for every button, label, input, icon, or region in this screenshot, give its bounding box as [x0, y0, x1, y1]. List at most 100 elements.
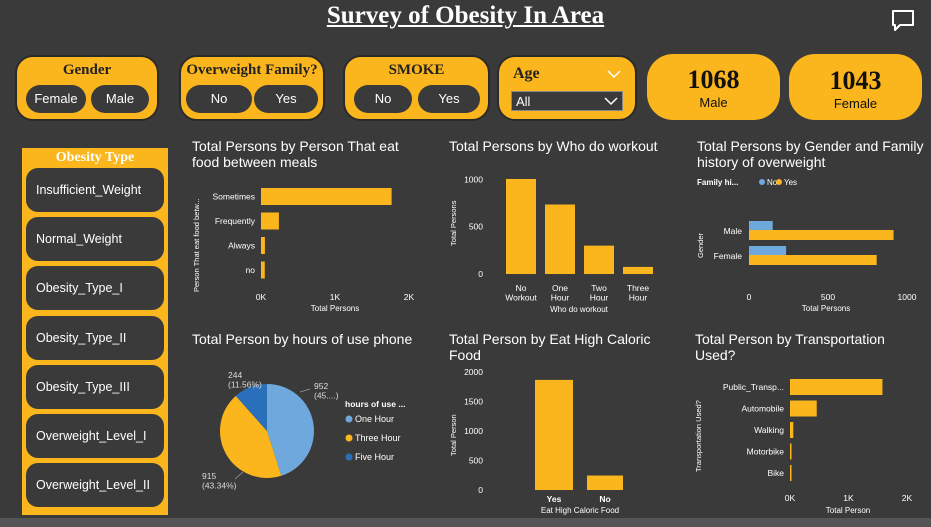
leader-line: [299, 388, 311, 393]
obesity-type-item[interactable]: Obesity_Type_III: [26, 365, 164, 409]
category-label: Three: [627, 283, 649, 293]
chart-title-line: food between meals: [192, 154, 318, 170]
category-label: Workout: [505, 293, 537, 303]
chart-title-line: history of overweight: [697, 154, 826, 170]
bar-eat-between: [261, 261, 265, 279]
y-tick-label: 500: [469, 222, 483, 232]
obesity-type-item[interactable]: Obesity_Type_I: [26, 266, 164, 310]
category-label: Hour: [551, 293, 570, 303]
legend-label: One Hour: [355, 414, 394, 424]
data-label: (43.34%): [202, 481, 237, 491]
category-label: Always: [228, 241, 255, 251]
category-label: Automobile: [741, 404, 784, 414]
bar-workout: [506, 178, 536, 274]
bottom-scrollbar[interactable]: [0, 518, 931, 527]
bar-transport: [790, 379, 883, 395]
x-axis-title: Total Person: [826, 506, 870, 515]
category-label: Female: [714, 251, 743, 261]
gender-male-button[interactable]: Male: [91, 85, 149, 113]
legend-swatch: [759, 179, 765, 185]
category-label: One: [552, 283, 568, 293]
bar-eat-between: [261, 212, 279, 230]
x-tick-label: 1K: [330, 292, 341, 302]
bar-transport: [790, 465, 792, 481]
bar-gender-no: [749, 221, 773, 230]
comment-icon[interactable]: [890, 7, 916, 33]
chart-title-line: Total Persons by Gender and Family: [697, 138, 924, 154]
data-label: 952: [314, 381, 328, 391]
chart-title-transport: Total Person by Transportation Used?: [695, 331, 927, 363]
y-tick-label: 500: [469, 456, 483, 466]
legend-label: Five Hour: [355, 452, 394, 462]
y-axis-title: Gender: [696, 232, 705, 258]
obesity-type-item[interactable]: Obesity_Type_II: [26, 316, 164, 360]
x-tick-label: 500: [821, 292, 835, 302]
bar-eat-between: [261, 237, 265, 254]
obesity-type-item[interactable]: Overweight_Level_II: [26, 463, 164, 507]
chart-title-line: Total Person by Transportation: [695, 331, 885, 347]
category-label: No: [599, 494, 610, 504]
x-tick-label: 1000: [898, 292, 917, 302]
gender-filter-title: Gender: [62, 62, 112, 78]
obesity-type-title: Obesity Type: [55, 150, 135, 165]
page-title: Survey of Obesity In Area: [326, 2, 605, 29]
smoke-filter-title: SMOKE: [388, 62, 445, 78]
y-tick-label: 0: [478, 269, 483, 279]
x-tick-label: 2K: [404, 292, 415, 302]
kpi-male-label: Male: [699, 95, 728, 110]
gender-female-button[interactable]: Female: [26, 85, 86, 113]
category-label: Yes: [547, 494, 562, 504]
data-label: (45....): [314, 391, 339, 401]
y-tick-label: 1000: [464, 426, 483, 436]
overweight-family-yes-button[interactable]: Yes: [254, 85, 318, 113]
smoke-no-button[interactable]: No: [354, 85, 412, 113]
y-axis-title: Total Persons: [449, 200, 458, 246]
chart-title-line: Total Person by Eat High Caloric: [449, 331, 651, 347]
pie-slice: [220, 395, 282, 478]
y-tick-label: 0: [478, 485, 483, 495]
kpi-female-value: 1043: [829, 66, 882, 95]
gender-filter: Gender Female Male: [15, 55, 159, 121]
smoke-yes-button[interactable]: Yes: [418, 85, 480, 113]
category-label: Hour: [629, 293, 648, 303]
x-tick-label: 2K: [902, 493, 913, 503]
age-select-value: All: [516, 94, 531, 109]
x-tick-label: 1K: [843, 493, 854, 503]
x-axis-title: Eat High Caloric Food: [541, 506, 619, 515]
legend-title: Family hi...: [697, 178, 738, 187]
y-axis-title: Person That eat food betw...: [192, 198, 201, 292]
bar-transport: [790, 400, 817, 417]
chart-title-line: Total Persons by Person That eat: [192, 138, 399, 154]
kpi-male-value: 1068: [687, 65, 740, 94]
x-axis-title: Who do workout: [550, 305, 609, 314]
legend-title: hours of use ...: [345, 399, 405, 409]
bar-workout: [623, 266, 653, 274]
smoke-filter: SMOKE No Yes: [343, 55, 490, 121]
pie-slice: [235, 384, 267, 431]
age-select[interactable]: All: [511, 91, 623, 111]
data-label: (11.56%): [228, 380, 262, 390]
data-label: 244: [228, 370, 242, 380]
leader-line: [252, 383, 259, 389]
legend-label: No: [767, 178, 778, 187]
bar-gender-yes: [749, 255, 877, 265]
chart-title-workout: Total Persons by Who do workout: [449, 138, 658, 154]
chart-title-gender-family: Total Persons by Gender and Family histo…: [697, 138, 929, 170]
age-filter-title: Age: [513, 65, 540, 82]
category-label: Motorbike: [747, 447, 785, 457]
category-label: no: [246, 265, 256, 275]
category-label: Public_Transp...: [723, 382, 784, 392]
bar-gender-no: [749, 246, 787, 255]
y-axis-title: Transportation Used?: [694, 400, 703, 472]
obesity-type-item[interactable]: Insufficient_Weight: [26, 168, 164, 212]
overweight-family-no-button[interactable]: No: [186, 85, 252, 113]
chart-title-high-caloric: Total Person by Eat High Caloric Food: [449, 331, 689, 363]
obesity-type-item[interactable]: Overweight_Level_I: [26, 414, 164, 458]
category-label: Male: [724, 226, 743, 236]
chevron-down-icon[interactable]: [607, 69, 621, 79]
kpi-female-label: Female: [833, 96, 878, 111]
obesity-type-item[interactable]: Normal_Weight: [26, 217, 164, 261]
category-label: No: [516, 283, 527, 293]
kpi-male: 1068 Male: [647, 54, 780, 120]
